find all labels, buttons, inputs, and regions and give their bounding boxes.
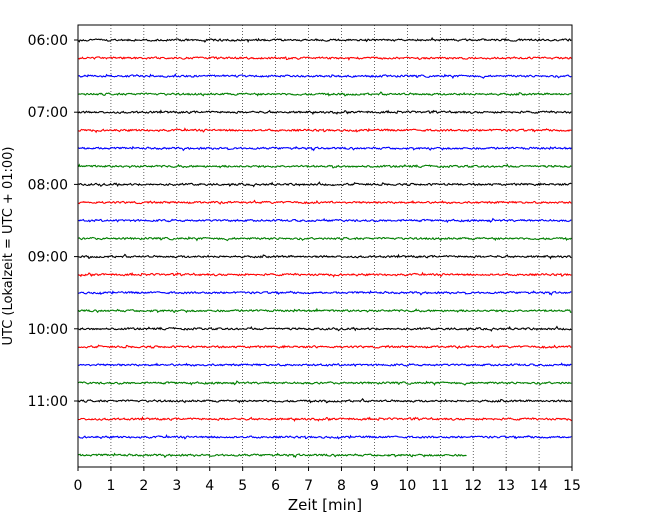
y-tick-label: 06:00 [28, 33, 68, 49]
trace-0615 [78, 56, 572, 61]
trace-0945 [78, 307, 572, 314]
trace-0645 [78, 91, 572, 97]
y-tick-label: 08:00 [28, 177, 68, 193]
x-tick-label: 9 [370, 478, 379, 494]
x-tick-label: 12 [464, 478, 482, 494]
trace-0830 [78, 217, 572, 224]
trace-1100 [78, 398, 572, 404]
x-tick-label: 15 [563, 478, 581, 494]
trace-1130 [78, 434, 572, 440]
plot-frame [77, 24, 573, 468]
x-tick-label: 4 [205, 478, 214, 494]
x-tick-label: 1 [106, 478, 115, 494]
x-axis-ticks: 0 1 2 3 4 5 6 7 8 9 10 11 12 13 14 15 [74, 467, 581, 494]
trace-0930 [78, 290, 572, 296]
trace-0745 [77, 163, 572, 169]
x-tick-label: 0 [74, 478, 83, 494]
trace-1145 [78, 452, 467, 459]
y-tick-label: 09:00 [28, 250, 68, 266]
trace-1045 [78, 380, 572, 386]
trace-0845 [78, 236, 572, 242]
x-tick-label: 2 [139, 478, 148, 494]
y-axis-label: UTC (Lokalzeit = UTC + 01:00) [1, 147, 16, 346]
x-tick-label: 13 [497, 478, 515, 494]
x-tick-label: 3 [172, 478, 181, 494]
trace-0600 [78, 36, 572, 44]
trace-0800 [78, 181, 572, 188]
x-tick-label: 8 [337, 478, 346, 494]
x-tick-label: 6 [271, 478, 280, 494]
trace-1115 [78, 416, 572, 423]
x-tick-label: 5 [238, 478, 247, 494]
x-tick-label: 14 [530, 478, 548, 494]
trace-0815 [78, 199, 572, 205]
y-tick-label: 10:00 [28, 322, 68, 338]
y-tick-label: 11:00 [28, 394, 68, 410]
x-tick-label: 7 [304, 478, 313, 494]
trace-0630 [78, 73, 572, 80]
trace-0700 [78, 109, 572, 116]
x-tick-label: 11 [431, 478, 449, 494]
x-axis-label: Zeit [min] [288, 496, 362, 514]
trace-0730 [78, 145, 572, 152]
trace-1015 [78, 343, 572, 350]
x-tick-label: 10 [398, 478, 416, 494]
trace-1030 [78, 362, 572, 367]
y-tick-label: 07:00 [28, 105, 68, 121]
trace-0900 [78, 253, 572, 260]
trace-1000 [78, 325, 572, 332]
trace-0715 [78, 127, 572, 134]
seismic-traces [77, 36, 572, 459]
y-axis-ticks: 06:00 07:00 08:00 09:00 10:00 11:00 [28, 33, 78, 410]
trace-0915 [78, 271, 572, 278]
